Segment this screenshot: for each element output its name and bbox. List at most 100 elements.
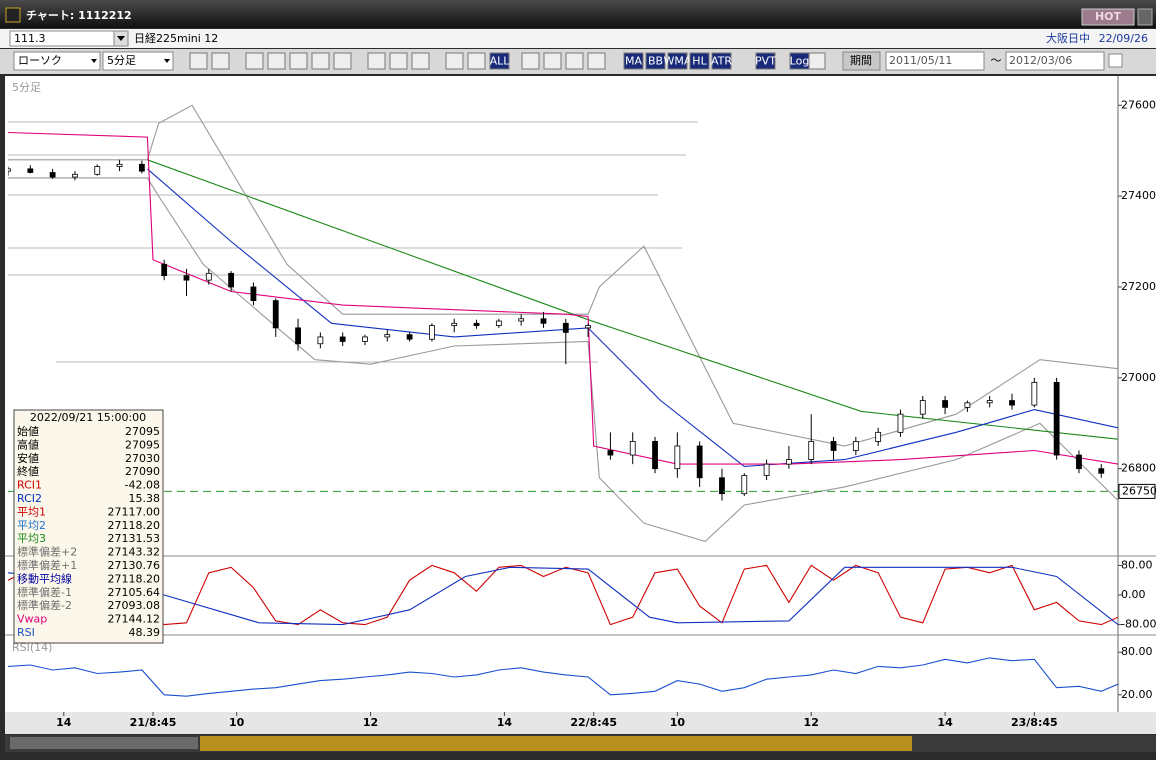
info-label: 高値 <box>17 437 39 451</box>
candle-body <box>540 318 547 324</box>
toolbar-button-label: WMA <box>664 55 692 68</box>
toolbar-icon[interactable] <box>189 52 208 70</box>
candle-body <box>138 163 145 172</box>
toolbar-button[interactable] <box>789 52 810 70</box>
title-bar <box>0 0 1156 28</box>
toolbar-icon[interactable] <box>445 52 464 70</box>
candle-body <box>674 445 681 470</box>
indicator-line <box>147 159 1118 440</box>
indicator-line <box>8 564 1118 626</box>
candle-body <box>473 322 480 326</box>
candle-body <box>205 272 212 281</box>
toolbar-icon[interactable] <box>333 52 352 70</box>
toolbar-icon[interactable] <box>389 52 408 70</box>
info-label: 平均1 <box>17 505 46 518</box>
y-tick-label: 27000 <box>1121 371 1156 384</box>
indicator-line <box>8 104 1118 447</box>
y-tick-label: 26800 <box>1121 462 1156 475</box>
toolbar-button[interactable] <box>711 52 732 70</box>
toolbar-button-label: BB <box>648 55 663 68</box>
dropdown-arrow <box>164 59 170 63</box>
toolbar-icon[interactable] <box>411 52 430 70</box>
info-value: 27130.76 <box>108 559 161 572</box>
toolbar-button-label: PVT <box>755 55 776 68</box>
toolbar-icon[interactable] <box>543 52 562 70</box>
candle-body <box>562 322 569 333</box>
period-label: 期間 <box>850 54 872 67</box>
info-value: 27095 <box>125 438 160 451</box>
toolbar-button[interactable] <box>623 52 644 70</box>
chart-type-select[interactable] <box>13 51 101 71</box>
toolbar-button[interactable] <box>667 52 688 70</box>
candle-body <box>272 300 279 329</box>
info-value: 27118.20 <box>108 572 161 585</box>
to-date-input[interactable] <box>1005 51 1105 71</box>
indicator-line <box>147 168 1118 467</box>
toolbar-icon[interactable] <box>467 52 486 70</box>
toolbar-button-label: ALL <box>490 55 511 68</box>
toolbar-button[interactable] <box>645 52 666 70</box>
info-value: 48.39 <box>129 626 161 639</box>
toolbar-icon[interactable] <box>565 52 584 70</box>
candle-body <box>250 286 257 302</box>
x-tick-label: 23/8:45 <box>1011 716 1058 729</box>
dropdown-arrow <box>117 36 125 41</box>
x-tick-label: 14 <box>56 716 72 729</box>
info-box <box>13 409 164 644</box>
candle-body <box>607 450 614 456</box>
y-tick-label: 27400 <box>1121 189 1156 202</box>
candle-body <box>1098 468 1105 474</box>
toolbar-icon[interactable] <box>211 52 230 70</box>
toolbar-icon[interactable] <box>367 52 386 70</box>
y-tick-label: 27200 <box>1121 280 1156 293</box>
info-value: 27095 <box>125 425 160 438</box>
candle-body <box>852 441 859 451</box>
x-tick-label: 14 <box>497 716 513 729</box>
toolbar-icon[interactable] <box>807 52 826 70</box>
candle-body <box>786 459 792 465</box>
info-label: 標準偏差+1 <box>17 558 77 572</box>
y-tick-label: 0.00 <box>1121 588 1146 601</box>
toolbar-button[interactable] <box>489 52 510 70</box>
from-date-input[interactable] <box>885 51 985 71</box>
toolbar-icon[interactable] <box>267 52 286 70</box>
candle-body <box>585 325 592 329</box>
window-title: チャート: 1112212 <box>26 9 132 22</box>
interval-select[interactable] <box>102 51 174 71</box>
toolbar-icon[interactable] <box>521 52 540 70</box>
to-date: 2012/03/06 <box>1009 54 1072 67</box>
toolbar-button[interactable] <box>755 52 776 70</box>
period-button[interactable] <box>842 51 881 71</box>
candle-body <box>1009 400 1015 406</box>
toolbar-icon[interactable] <box>311 52 330 70</box>
candle-body <box>317 336 324 345</box>
y-tick-label: -80.00 <box>1121 618 1156 631</box>
scroll-thumb[interactable] <box>200 736 912 751</box>
close-button[interactable] <box>1137 8 1153 26</box>
toolbar-icon[interactable] <box>289 52 308 70</box>
indicator-line <box>8 177 1118 543</box>
candle-body <box>8 168 11 172</box>
toolbar-button-label: Log <box>790 55 810 68</box>
market: 大阪日中 <box>1046 31 1090 45</box>
info-label: RSI <box>17 626 35 639</box>
candle-body <box>495 320 502 326</box>
toolbar-button[interactable] <box>689 52 710 70</box>
indicator-line <box>8 657 1118 697</box>
hot-button[interactable] <box>1081 8 1135 26</box>
checkbox[interactable] <box>1108 53 1123 68</box>
candle-body <box>116 163 123 167</box>
panel-label: 5分足 <box>12 81 41 94</box>
candle-body <box>897 413 904 433</box>
candle-body <box>183 275 190 281</box>
candle-body <box>964 402 971 408</box>
chart-area <box>5 76 1156 712</box>
x-tick-label: 10 <box>229 716 245 729</box>
candle-body <box>719 477 725 495</box>
info-value: -42.08 <box>125 479 160 492</box>
x-tick-label: 21/8:45 <box>130 716 177 729</box>
toolbar-icon[interactable] <box>587 52 606 70</box>
toolbar-icon[interactable] <box>245 52 264 70</box>
